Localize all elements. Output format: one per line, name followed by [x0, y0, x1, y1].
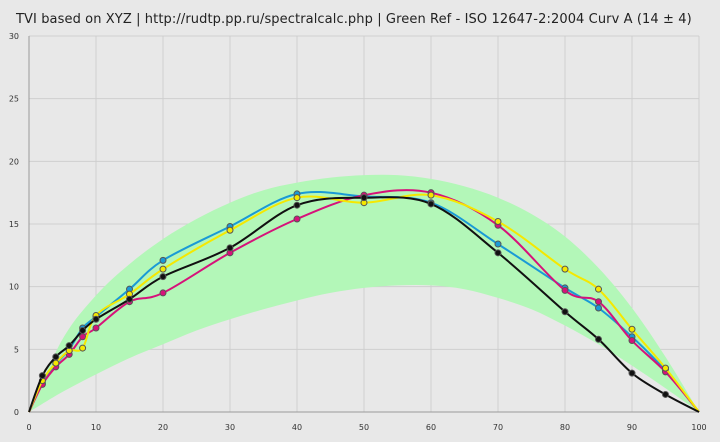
series-point: [561, 265, 569, 273]
series-point: [52, 359, 60, 367]
series-point: [79, 344, 87, 352]
x-tick-label: 30: [225, 423, 235, 432]
y-tick-label: 10: [9, 283, 19, 292]
y-tick-label: 30: [9, 32, 19, 41]
series-point: [226, 226, 234, 234]
series-point: [159, 265, 167, 273]
y-tick-label: 20: [9, 157, 19, 166]
series-point: [293, 215, 301, 223]
series-point: [561, 308, 569, 316]
series-point: [159, 273, 167, 281]
y-tick-label: 0: [14, 408, 19, 417]
x-tick-label: 100: [691, 423, 706, 432]
x-tick-label: 50: [359, 423, 369, 432]
series-point: [628, 337, 636, 345]
series-point: [159, 256, 167, 264]
x-tick-label: 40: [292, 423, 302, 432]
series-point: [65, 342, 73, 350]
series-point: [79, 333, 87, 341]
x-tick-label: 10: [91, 423, 101, 432]
series-point: [38, 372, 46, 380]
series-point: [494, 240, 502, 248]
series-point: [561, 286, 569, 294]
series-point: [595, 298, 602, 306]
series-point: [360, 194, 368, 202]
x-tick-label: 90: [627, 423, 637, 432]
series-point: [79, 327, 87, 335]
series-point: [494, 217, 502, 225]
series-point: [595, 285, 602, 293]
series-point: [628, 369, 636, 377]
y-tick-label: 5: [14, 345, 19, 354]
x-tick-label: 0: [26, 423, 31, 432]
series-point: [628, 325, 636, 333]
series-point: [92, 324, 100, 332]
x-tick-label: 70: [493, 423, 503, 432]
series-point: [293, 194, 301, 202]
chart-title: TVI based on XYZ | http://rudtp.pp.ru/sp…: [16, 12, 692, 27]
series-point: [159, 289, 167, 297]
series-point: [226, 244, 234, 252]
series-point: [293, 201, 301, 209]
series-point: [494, 249, 502, 257]
series-point: [52, 353, 60, 361]
series-point: [595, 304, 602, 312]
series-point: [126, 295, 133, 303]
series-point: [595, 335, 602, 343]
series-point: [427, 200, 435, 208]
series-point: [427, 191, 435, 199]
x-tick-label: 80: [560, 423, 570, 432]
x-tick-label: 20: [158, 423, 168, 432]
y-tick-label: 15: [9, 220, 19, 229]
series-point: [662, 364, 669, 372]
y-tick-label: 25: [9, 95, 19, 104]
x-tick-label: 60: [426, 423, 436, 432]
series-point: [92, 315, 100, 323]
tolerance-band: [29, 174, 699, 412]
series-point: [662, 390, 669, 398]
